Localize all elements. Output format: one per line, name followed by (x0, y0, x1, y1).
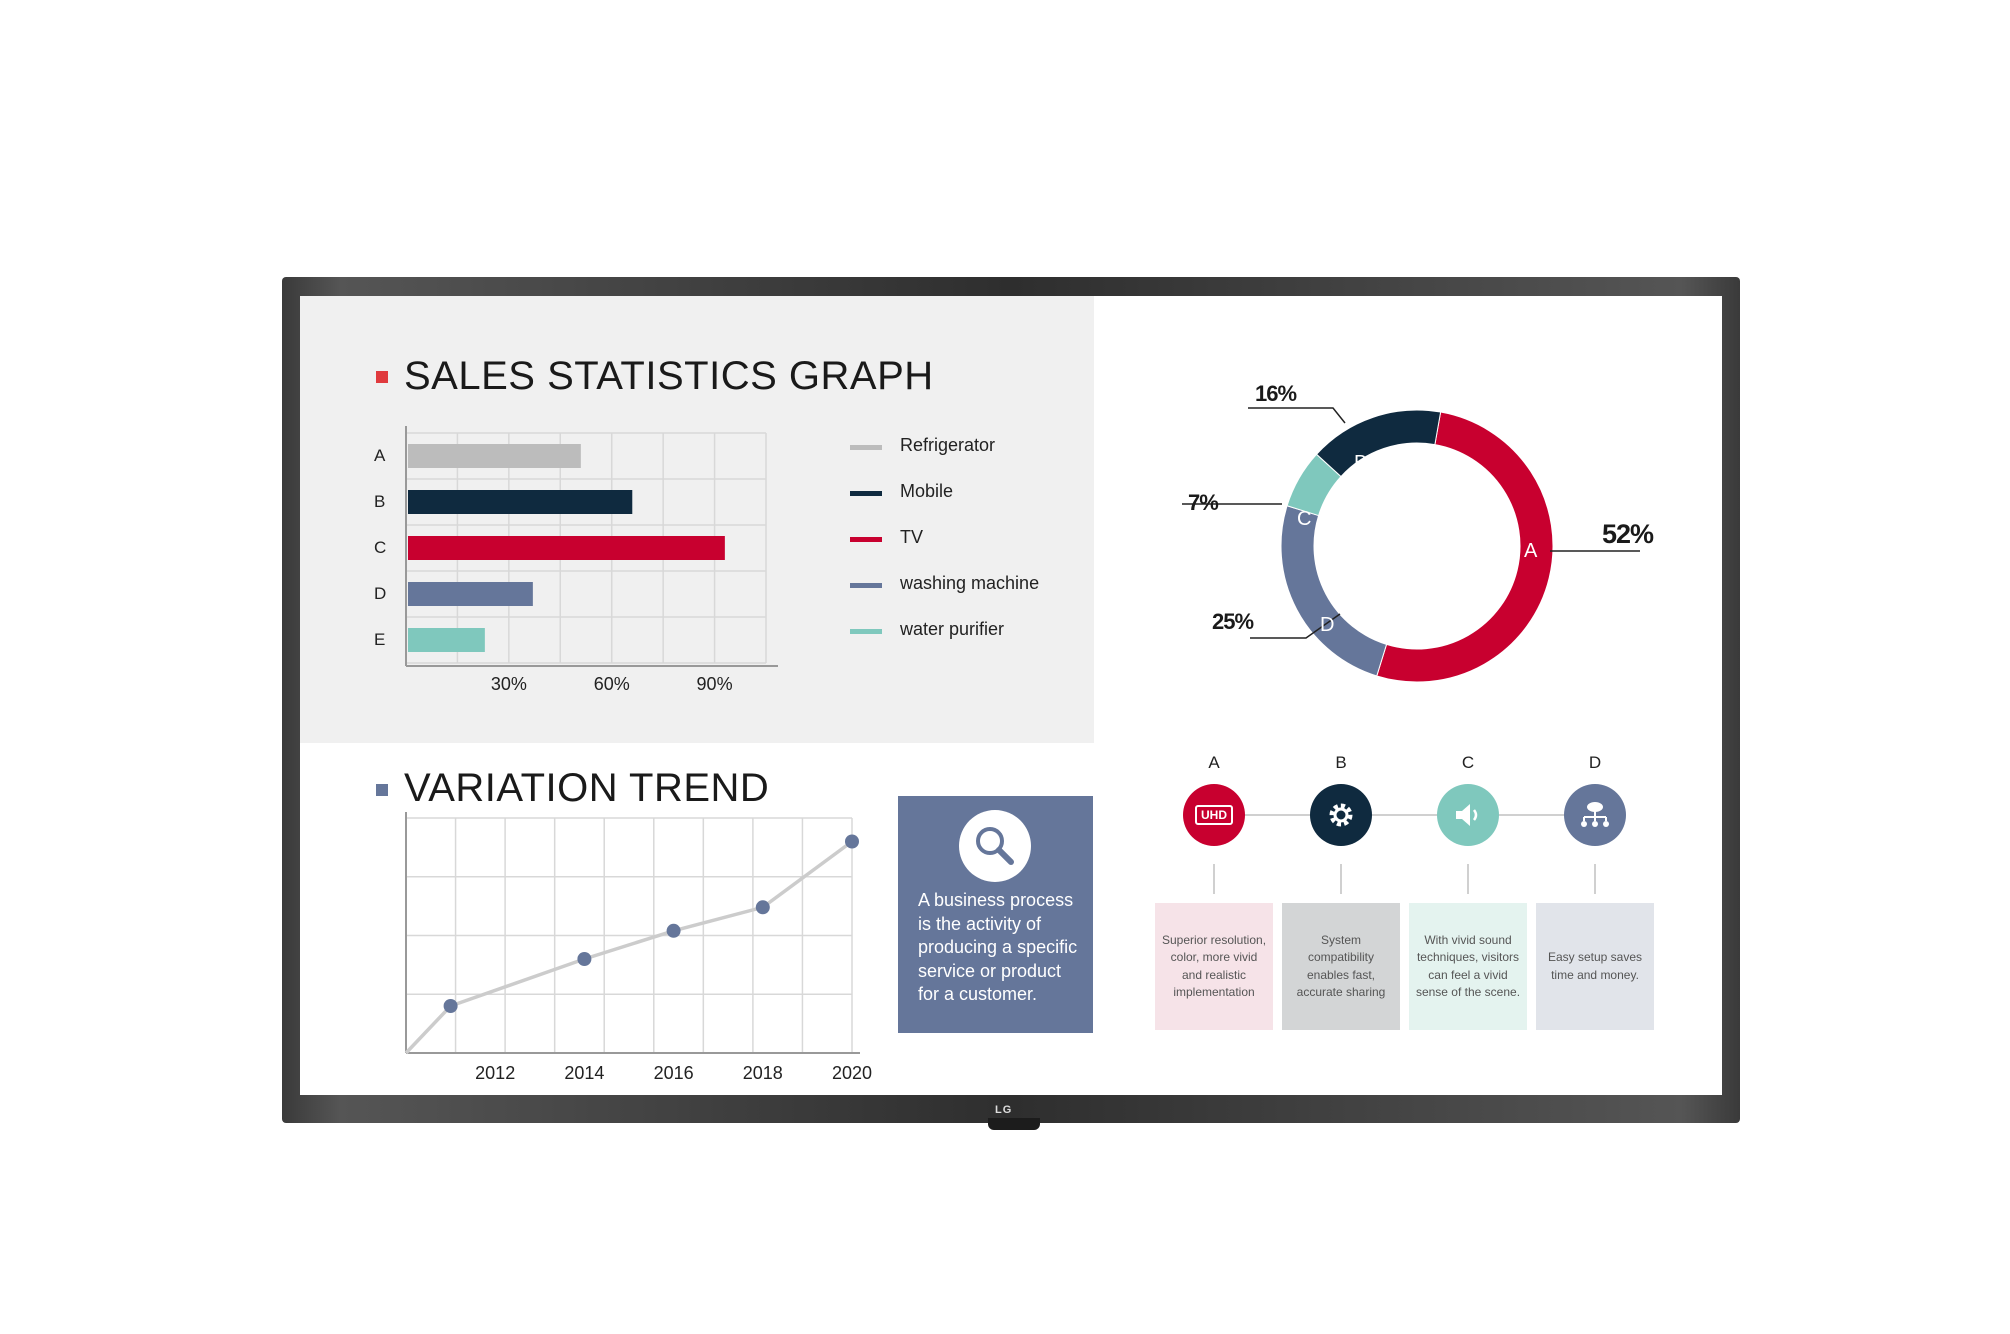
step-circle (1564, 784, 1626, 846)
bar-x-tick-label: 90% (696, 674, 733, 694)
legend-swatch-2 (850, 537, 882, 542)
gear-icon (1329, 803, 1353, 827)
line-x-tick-label: 2014 (564, 1063, 605, 1083)
donut-slice-label: C (1297, 508, 1312, 530)
donut-pct-label: 16% (1255, 381, 1297, 406)
quote-text: A business process is the activity of pr… (918, 890, 1078, 1004)
line-x-tick-label: 2020 (831, 1063, 873, 1083)
bar-A (408, 444, 581, 468)
trend-point-2 (666, 923, 681, 938)
leader-line-b (1248, 407, 1346, 424)
step-letter: D (1588, 753, 1602, 772)
magnifier-icon (959, 810, 1031, 882)
sales-panel (300, 296, 1094, 743)
step-circle: UHD (1183, 784, 1245, 846)
legend-swatch-1 (850, 491, 882, 496)
trend-title-square (376, 784, 388, 796)
step-info-box: Easy setup saves time and money. (1536, 903, 1654, 1030)
screen: SALES STATISTICS GRAPH A B C D E 30% 60% 90% R… (300, 296, 1722, 1095)
bar-E (408, 628, 485, 652)
trend-line (404, 840, 854, 1055)
step-info-box: With vivid sound techniques, visitors ca… (1409, 903, 1527, 1030)
legend-label: water purifier (900, 619, 1005, 639)
bar-D (408, 582, 533, 606)
share-donut-chart (1182, 407, 1640, 683)
step-info-box: System compatibility enables fast, accur… (1282, 903, 1400, 1030)
bar-category-label: A (374, 446, 386, 465)
legend-swatch-0 (850, 445, 882, 450)
bar-category-label: C (374, 538, 387, 557)
speaker-icon (1456, 804, 1478, 826)
bar-category-label: B (374, 492, 386, 511)
trend-line-chart (404, 812, 860, 1055)
donut-pct-label: 7% (1188, 490, 1219, 515)
brand-logo: LG (995, 1104, 1013, 1116)
donut-pct-label: 52% (1602, 519, 1654, 549)
steps-connector (1213, 814, 1616, 894)
legend-swatch-4 (850, 629, 882, 634)
step-letter: C (1461, 753, 1475, 772)
step-circle (1310, 784, 1372, 846)
line-x-tick-label: 2018 (742, 1063, 783, 1083)
donut-pct-label: 25% (1212, 609, 1254, 634)
donut-slice-label: D (1320, 614, 1335, 636)
step-info-box: Superior resolution, color, more vivid a… (1155, 903, 1273, 1030)
bar-x-tick-label: 30% (490, 674, 527, 694)
tv-stand (988, 1118, 1040, 1130)
sales-bar-chart (405, 426, 778, 667)
trend-point-1 (577, 952, 592, 966)
bar-category-label: E (374, 630, 386, 649)
step-letter: B (1335, 753, 1347, 772)
line-x-tick-label: 2012 (475, 1063, 516, 1083)
trend-point-4 (845, 834, 859, 849)
legend-label: Refrigerator (900, 435, 996, 455)
donut-slice-label: A (1524, 540, 1538, 562)
legend-label: TV (900, 527, 924, 547)
step-letter: A (1208, 753, 1220, 772)
legend-label: washing machine (900, 573, 1040, 593)
trend-point-3 (755, 900, 770, 915)
donut-slice-A (1376, 411, 1554, 683)
bar-B (408, 490, 633, 514)
uhd-icon: UHD (1195, 805, 1233, 825)
network-icon (1581, 802, 1609, 827)
bar-category-label: D (374, 584, 387, 603)
leader-line-d (1250, 613, 1341, 639)
step-circle (1437, 784, 1499, 846)
donut-slice-B (1315, 409, 1442, 478)
bar-C (408, 536, 725, 560)
donut-slice-label: B (1354, 452, 1368, 474)
trend-title: VARIATION TREND (404, 766, 770, 810)
bar-x-tick-label: 60% (593, 674, 630, 694)
legend-swatch-3 (850, 583, 882, 588)
line-x-tick-label: 2016 (653, 1063, 694, 1083)
sales-title: SALES STATISTICS GRAPH (404, 354, 934, 398)
trend-point-0 (443, 999, 458, 1013)
legend-label: Mobile (900, 481, 954, 501)
sales-title-square (376, 371, 388, 383)
